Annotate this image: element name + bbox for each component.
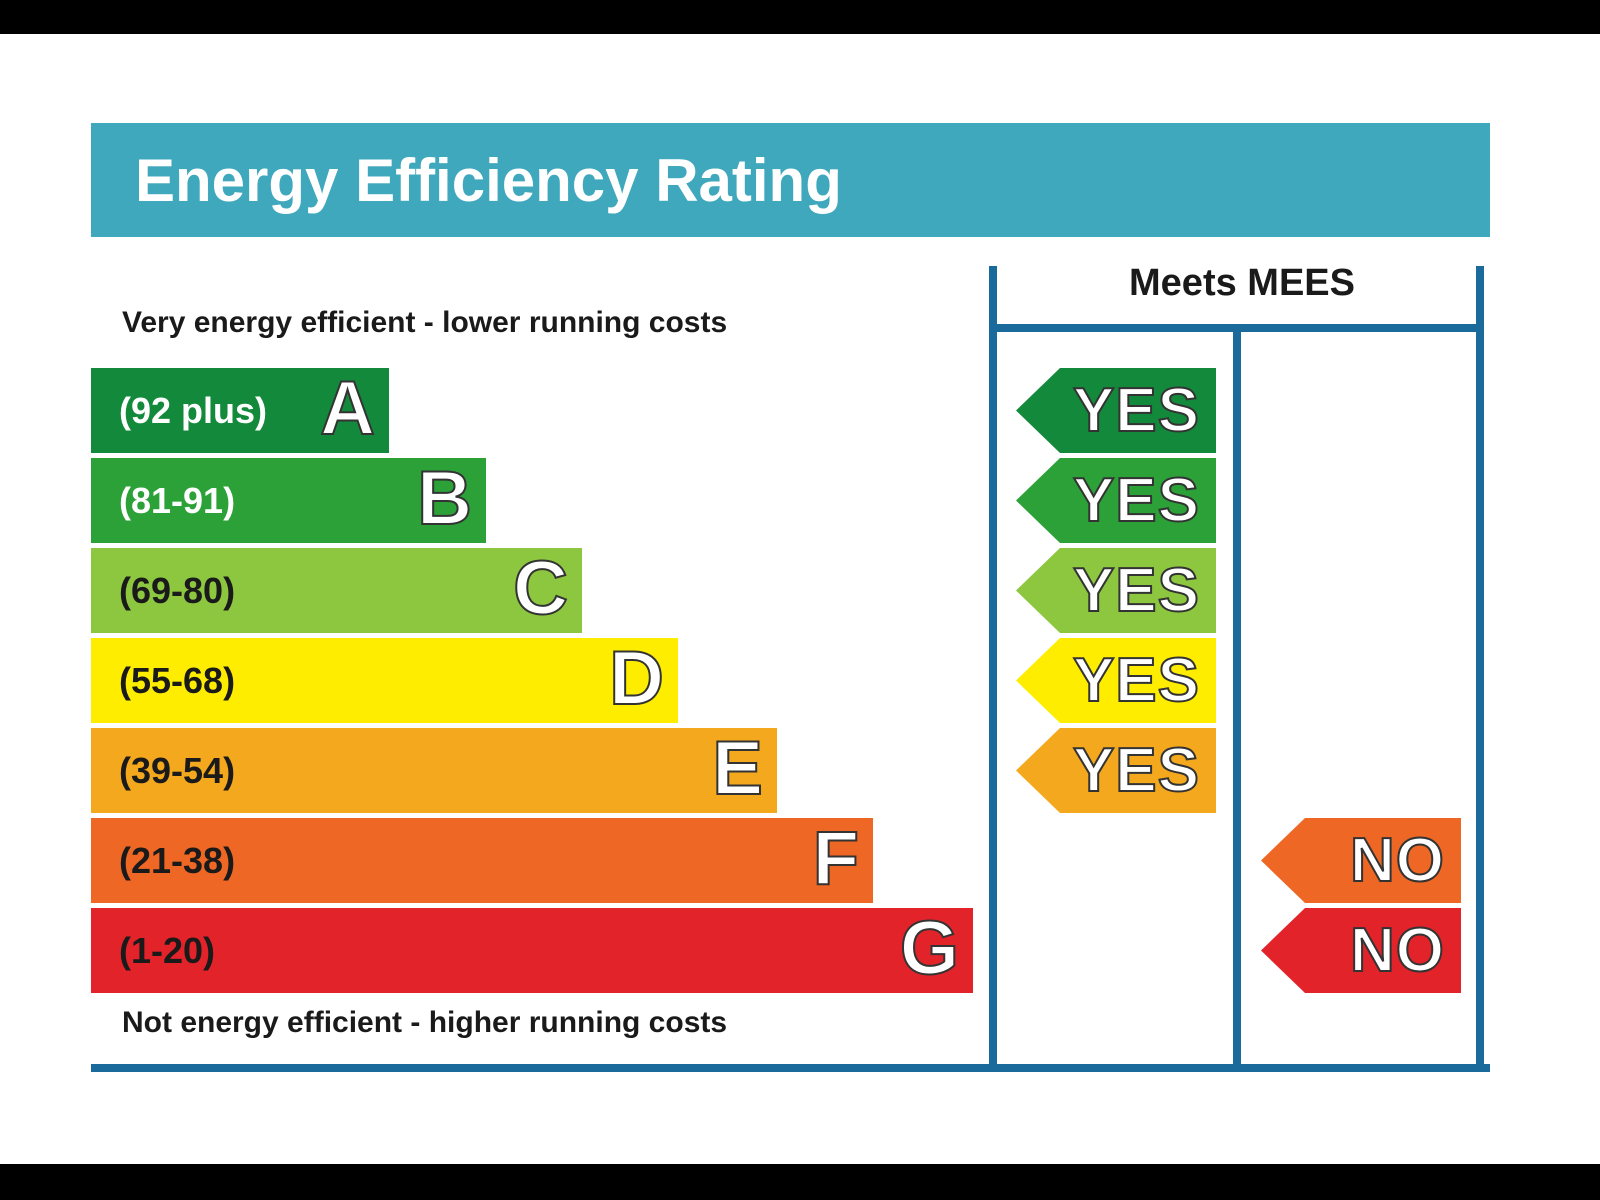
band-b: (81-91) B bbox=[91, 455, 486, 543]
mees-value: YES bbox=[1072, 375, 1200, 446]
mees-arrow-a: YES bbox=[1016, 368, 1216, 453]
rating-canvas: Energy Efficiency Rating Very energy eff… bbox=[0, 34, 1600, 1164]
title-bar: Energy Efficiency Rating bbox=[91, 123, 1490, 237]
band-letter: F bbox=[812, 815, 860, 902]
band-letter: C bbox=[512, 545, 569, 632]
mees-arrow-d: YES bbox=[1016, 638, 1216, 723]
band-g: (1-20) G bbox=[91, 905, 973, 993]
mees-arrow-g: NO bbox=[1261, 908, 1461, 993]
mees-arrow-f: NO bbox=[1261, 818, 1461, 903]
mees-value: NO bbox=[1349, 825, 1445, 896]
band-c: (69-80) C bbox=[91, 545, 582, 633]
band-range: (1-20) bbox=[119, 929, 216, 971]
mees-header: Meets MEES bbox=[1129, 262, 1355, 304]
band-range: (81-91) bbox=[119, 479, 236, 521]
chart-title: Energy Efficiency Rating bbox=[135, 146, 842, 214]
column-divider-left bbox=[989, 266, 997, 1072]
column-divider-middle bbox=[1233, 330, 1241, 1072]
band-letter: D bbox=[608, 635, 665, 722]
band-letter: A bbox=[319, 365, 376, 452]
mees-arrow-b: YES bbox=[1016, 458, 1216, 543]
band-d: (55-68) D bbox=[91, 635, 678, 723]
band-a: (92 plus) A bbox=[91, 365, 389, 453]
band-letter: E bbox=[711, 725, 764, 812]
mees-value: YES bbox=[1072, 645, 1200, 716]
band-letter: B bbox=[416, 455, 473, 542]
band-e: (39-54) E bbox=[91, 725, 777, 813]
band-letter: G bbox=[899, 905, 960, 992]
band-range: (92 plus) bbox=[119, 389, 268, 431]
band-range: (55-68) bbox=[119, 659, 236, 701]
mees-value: YES bbox=[1072, 465, 1200, 536]
mees-value: YES bbox=[1072, 735, 1200, 806]
mees-arrow-e: YES bbox=[1016, 728, 1216, 813]
mees-value: NO bbox=[1349, 915, 1445, 986]
mees-arrow-c: YES bbox=[1016, 548, 1216, 633]
band-range: (69-80) bbox=[119, 569, 236, 611]
column-divider-right bbox=[1476, 266, 1484, 1072]
bottom-caption: Not energy efficient - higher running co… bbox=[122, 1006, 728, 1039]
mees-value: YES bbox=[1072, 555, 1200, 626]
top-caption: Very energy efficient - lower running co… bbox=[122, 306, 728, 339]
header-rule bbox=[989, 324, 1484, 332]
band-range: (21-38) bbox=[119, 839, 236, 881]
bottom-rule bbox=[91, 1064, 1490, 1072]
band-f: (21-38) F bbox=[91, 815, 873, 903]
band-range: (39-54) bbox=[119, 749, 236, 791]
